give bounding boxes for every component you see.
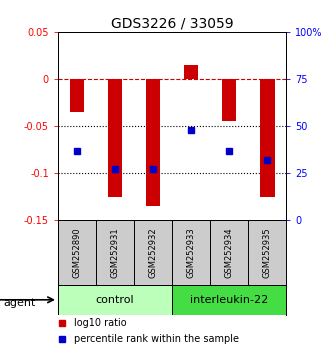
Text: GSM252934: GSM252934 — [225, 227, 234, 278]
Text: control: control — [96, 295, 134, 305]
Text: log10 ratio: log10 ratio — [74, 318, 126, 328]
Bar — [108, 79, 122, 197]
Text: percentile rank within the sample: percentile rank within the sample — [74, 334, 239, 344]
Text: GSM252890: GSM252890 — [72, 227, 81, 278]
Text: interleukin-22: interleukin-22 — [190, 295, 268, 305]
Bar — [184, 65, 198, 79]
Bar — [58, 285, 172, 315]
Text: GSM252931: GSM252931 — [111, 227, 119, 278]
Text: GSM252933: GSM252933 — [187, 227, 196, 278]
Text: agent: agent — [3, 298, 36, 308]
Bar — [70, 79, 84, 112]
Bar — [260, 79, 274, 197]
Text: GSM252932: GSM252932 — [149, 227, 158, 278]
Title: GDS3226 / 33059: GDS3226 / 33059 — [111, 17, 233, 31]
Bar — [172, 285, 286, 315]
Bar — [146, 79, 160, 206]
Bar — [222, 79, 236, 121]
Text: GSM252935: GSM252935 — [263, 227, 272, 278]
